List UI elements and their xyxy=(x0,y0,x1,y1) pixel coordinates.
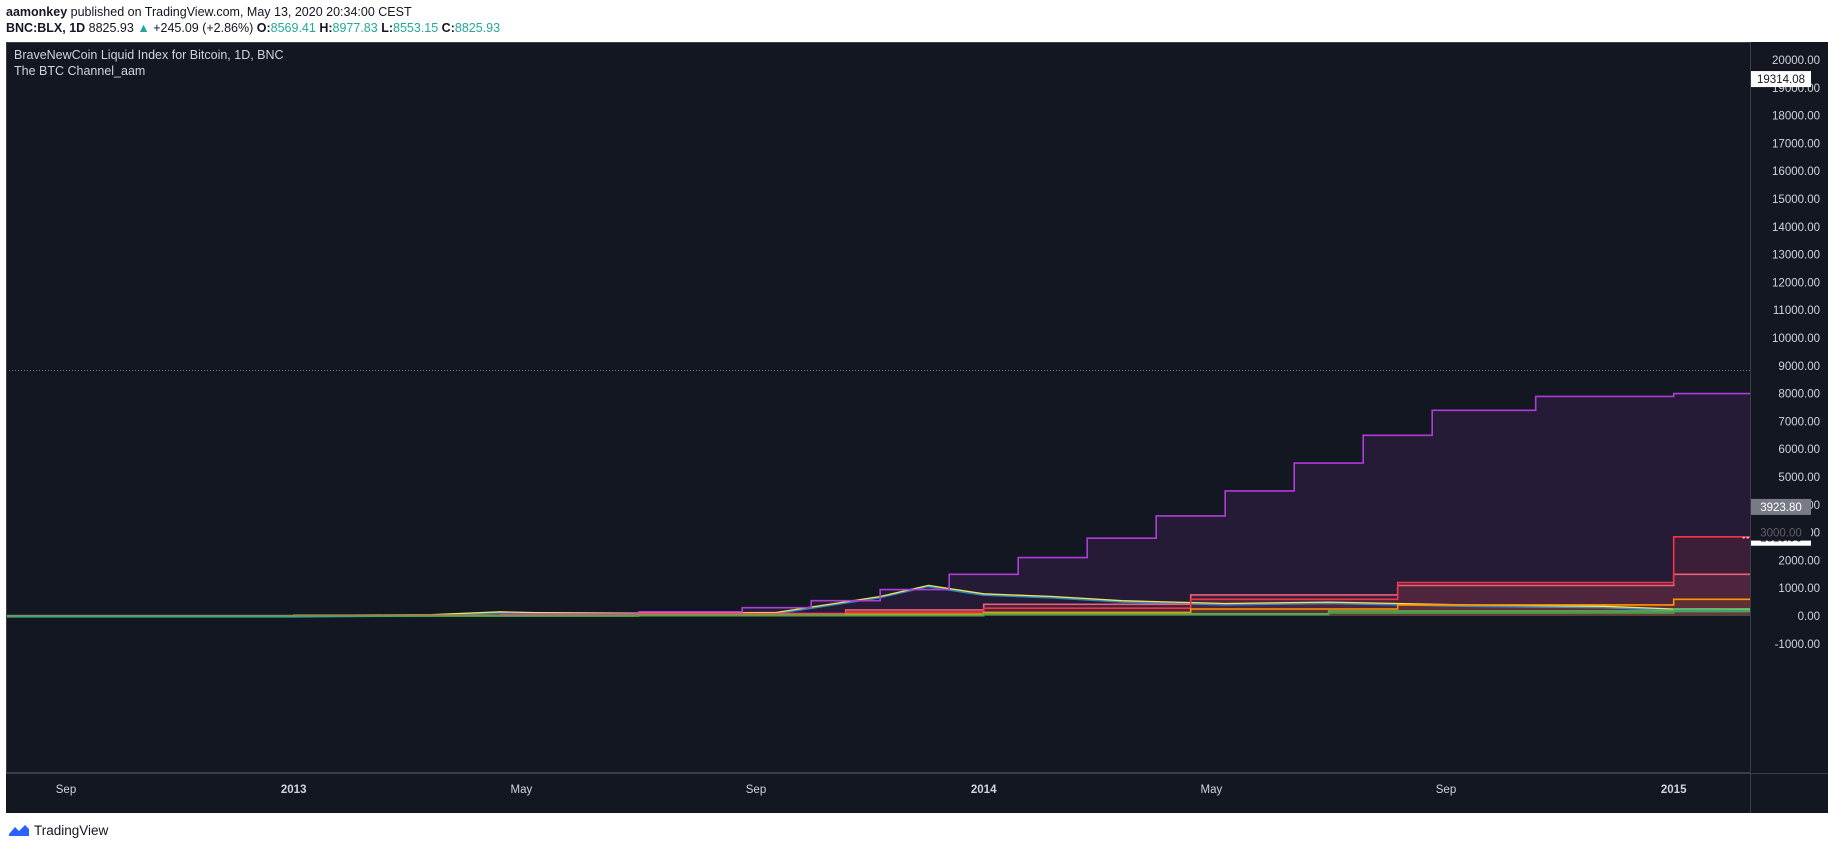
high-price-label: 19314.08 xyxy=(1757,74,1805,86)
up-arrow-icon: ▲ xyxy=(137,21,150,35)
y-tick-label: 0.00 xyxy=(1798,611,1820,623)
x-tick-label: 2015 xyxy=(1661,784,1687,796)
open-label: O: xyxy=(256,21,271,35)
symbol: BNC:BLX, 1D xyxy=(6,21,86,35)
channel-price-label: 3923.80 xyxy=(1760,502,1802,514)
chart-title: BraveNewCoin Liquid Index for Bitcoin, 1… xyxy=(14,48,284,62)
low-label: L: xyxy=(381,21,393,35)
close-value: 8825.93 xyxy=(454,21,501,35)
y-tick-label: 2000.00 xyxy=(1778,555,1820,567)
channel-price-label-box xyxy=(1751,498,1811,515)
x-tick-label: Sep xyxy=(746,784,766,796)
price-change: +245.09 (+2.86%) xyxy=(153,21,254,35)
publish-info: aamonkey published on TradingView.com, M… xyxy=(6,5,412,19)
partial-price-label: 3000.00 xyxy=(1760,528,1802,540)
btc-price-line xyxy=(6,584,1828,617)
y-tick-label: 5000.00 xyxy=(1778,472,1820,484)
close-label: C: xyxy=(441,21,455,35)
open-value: 8569.41 xyxy=(270,21,316,35)
y-tick-label: 8000.00 xyxy=(1778,389,1820,401)
published-text: published on TradingView.com, May 13, 20… xyxy=(70,5,412,19)
tradingview-brand[interactable]: TradingView xyxy=(34,823,109,838)
x-tick-label: 2014 xyxy=(971,784,997,796)
author-name[interactable]: aamonkey xyxy=(6,5,68,19)
y-tick-label: 7000.00 xyxy=(1778,416,1820,428)
y-tick-label: 9000.00 xyxy=(1778,361,1820,373)
green-band-upper-fill xyxy=(6,608,1828,616)
low-value: 8553.15 xyxy=(393,21,439,35)
high-label: H: xyxy=(319,21,333,35)
y-tick-label: 18000.00 xyxy=(1772,111,1820,123)
y-tick-label: 17000.00 xyxy=(1772,138,1820,150)
chart-canvas[interactable]: 16741.13 (594.51%) 1674113 20000.0019000… xyxy=(6,42,1828,813)
price-axis[interactable] xyxy=(1750,42,1828,773)
footer: TradingView xyxy=(0,813,1828,849)
y-tick-label: -1000.00 xyxy=(1775,639,1820,651)
red-band-line xyxy=(6,536,1828,617)
pink-band-line xyxy=(6,573,1828,617)
pink-band-fill xyxy=(6,574,1828,616)
symbol-info: BNC:BLX, 1D 8825.93 ▲ +245.09 (+2.86%) O… xyxy=(6,21,500,35)
chart-subtitle: The BTC Channel_aam xyxy=(14,64,145,78)
y-tick-label: 10000.00 xyxy=(1772,333,1820,345)
purple-band-fill xyxy=(6,382,1828,616)
orange-band-line xyxy=(6,598,1828,617)
y-tick-label: 13000.00 xyxy=(1772,250,1820,262)
green-band-lower-line xyxy=(6,610,1828,617)
time-axis[interactable] xyxy=(6,773,1750,813)
x-tick-label: Sep xyxy=(1436,784,1456,796)
orange-band-fill xyxy=(6,599,1828,616)
high-value: 8977.83 xyxy=(332,21,378,35)
btc-price-shadow xyxy=(6,585,1828,618)
y-tick-label: 11000.00 xyxy=(1773,305,1820,317)
y-tick-label: 15000.00 xyxy=(1772,194,1820,206)
partial-price-label-box xyxy=(1751,524,1811,541)
last-price: 8825.93 xyxy=(88,21,134,35)
y-tick-label: 6000.00 xyxy=(1778,444,1820,456)
high-price-label-box xyxy=(1751,71,1811,88)
y-tick-label: 1000.00 xyxy=(1778,583,1820,595)
y-tick-label: 12000.00 xyxy=(1772,277,1820,289)
x-tick-label: May xyxy=(511,784,533,796)
x-tick-label: May xyxy=(1201,784,1223,796)
y-tick-label: 14000.00 xyxy=(1772,222,1820,234)
y-tick-label: 20000.00 xyxy=(1772,55,1820,67)
x-tick-label: 2013 xyxy=(281,784,307,796)
x-tick-label: Sep xyxy=(56,784,76,796)
y-tick-label: 16000.00 xyxy=(1772,166,1820,178)
chart-background xyxy=(6,42,1828,813)
tradingview-logo-icon[interactable] xyxy=(8,822,30,838)
header: aamonkey published on TradingView.com, M… xyxy=(0,0,1828,42)
